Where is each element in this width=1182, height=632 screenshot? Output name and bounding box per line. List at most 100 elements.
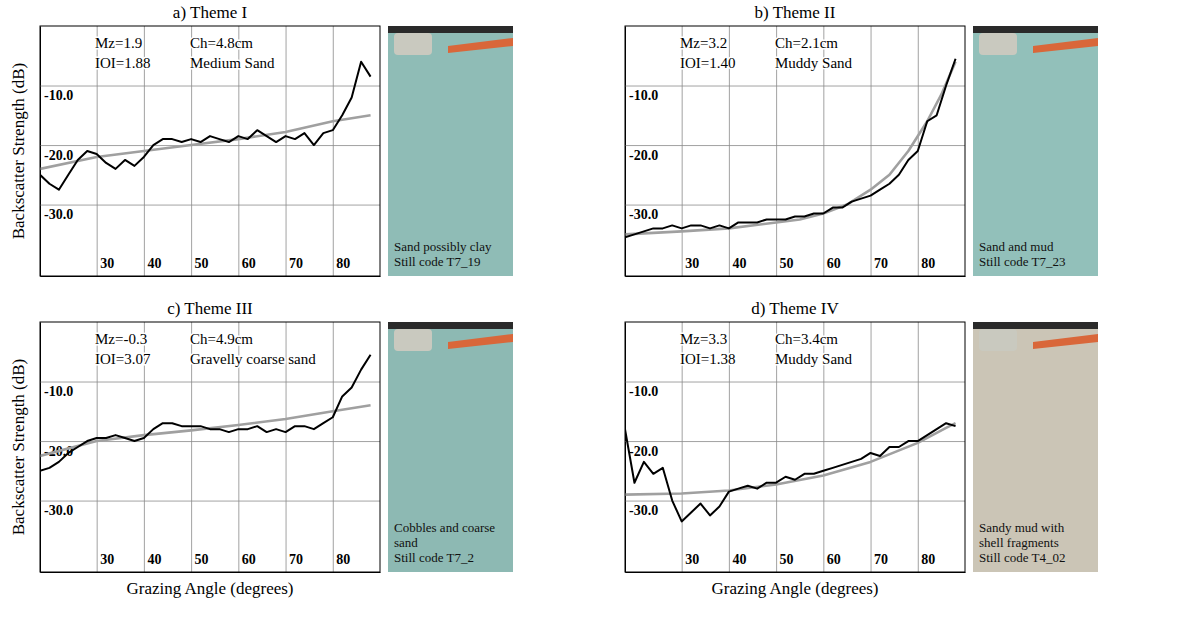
photo-caption: Still code T7_19 (394, 254, 480, 269)
annotation: Muddy Sand (775, 55, 853, 71)
x-tick-label: 40 (147, 256, 161, 271)
annotation: Ch=4.9cm (190, 331, 253, 347)
y-axis-title: Backscatter Strength (dB) (9, 63, 28, 240)
fit-line (625, 62, 956, 235)
annotation: Medium Sand (190, 55, 275, 71)
x-tick-label: 60 (827, 256, 841, 271)
plot-background (625, 322, 965, 572)
x-tick-label: 30 (100, 256, 114, 271)
y-tick: -20.0 (40, 146, 380, 163)
plot-background (40, 322, 380, 572)
plot-background (625, 26, 965, 276)
photo-weight (394, 329, 432, 351)
annotation: Ch=3.4cm (775, 331, 838, 347)
annotation: Muddy Sand (775, 351, 853, 367)
x-axis: 304050607080 (41, 322, 381, 573)
y-tick: -20.0 (40, 442, 380, 459)
y-tick: -30.0 (40, 501, 380, 518)
panel: 304050607080-10.0-20.0-30.0Mz=1.9Ch=4.8c… (9, 3, 513, 277)
plot-frame (625, 322, 965, 572)
photo-caption: shell fragments (979, 535, 1059, 550)
annotation: Ch=4.8cm (190, 35, 253, 51)
y-tick-label: -10.0 (629, 88, 658, 103)
x-tick-label: 40 (732, 552, 746, 567)
y-tick: -10.0 (40, 86, 380, 103)
plot-frame (40, 322, 380, 572)
photo-orange-band (1033, 38, 1098, 53)
x-tick-label: 40 (147, 552, 161, 567)
panel: 304050607080-10.0-20.0-30.0Mz=-0.3Ch=4.9… (9, 299, 513, 598)
plot-frame (625, 26, 965, 276)
panel-title: a) Theme I (173, 3, 248, 22)
photo-orange-band (448, 334, 513, 349)
x-tick: 80 (333, 26, 350, 276)
x-tick-label: 30 (685, 256, 699, 271)
fit-line (40, 405, 371, 456)
photo-caption: Sand possibly clay (394, 239, 492, 254)
y-grid-line (625, 382, 965, 383)
x-tick-label: 70 (289, 256, 303, 271)
y-axis: -10.0 -20.0 -30.0 (625, 27, 965, 277)
photo-weight (979, 33, 1017, 55)
y-tick-label: -30.0 (629, 503, 658, 518)
x-tick-label: 60 (242, 552, 256, 567)
photo-caption: Sand and mud (979, 239, 1054, 254)
x-grid-line (286, 26, 287, 276)
lines (40, 355, 371, 471)
photo-top-strip (973, 322, 1098, 329)
x-tick-label: 80 (336, 256, 350, 271)
measured-line (625, 59, 956, 238)
y-axis: -10.0-20.0-30.0 (625, 323, 965, 573)
y-grid-line (40, 205, 380, 206)
y-grid-line (40, 501, 380, 502)
photo-weight (979, 329, 1017, 351)
y-axis-title: Backscatter Strength (dB) (9, 359, 28, 536)
fit-line (40, 115, 371, 169)
y-grid-line (40, 86, 380, 87)
x-tick-label: 80 (921, 552, 935, 567)
photo-caption: Sandy mud with (979, 520, 1065, 535)
y-tick-label: -10.0 (629, 384, 658, 399)
x-tick-label: 70 (874, 256, 888, 271)
figure: 304050607080-10.0-20.0-30.0Mz=1.9Ch=4.8c… (0, 0, 1182, 632)
lines (625, 423, 956, 521)
x-grid-line (918, 322, 919, 572)
x-tick-label: 30 (100, 552, 114, 567)
photo-weight (394, 33, 432, 55)
photo-orange-band (1033, 334, 1098, 349)
plot-frame (40, 26, 380, 276)
photo-caption: Cobbles and coarse (394, 520, 495, 535)
photo-top-strip (973, 26, 1098, 33)
x-tick: 80 (918, 322, 935, 572)
y-tick-label: -30.0 (629, 207, 658, 222)
x-tick: 70 (871, 322, 888, 572)
x-tick-label: 40 (732, 256, 746, 271)
y-grid-line (40, 382, 380, 383)
x-grid-line (333, 26, 334, 276)
y-axis: -10.0-20.0-30.0 (40, 27, 380, 277)
x-axis: 304050607080 (626, 26, 966, 277)
y-grid-line (625, 145, 965, 146)
annotation: Mz=3.2 (680, 35, 727, 51)
x-grid-line (871, 322, 872, 572)
fit-line (625, 423, 956, 494)
x-axis-title: Grazing Angle (degrees) (711, 579, 878, 598)
panel: 304050607080-10.0-20.0-30.0Mz=3.2Ch=2.1c… (625, 3, 1098, 277)
y-tick-label: -10.0 (44, 88, 73, 103)
annotation: Mz=3.3 (680, 331, 727, 347)
y-tick-label: -10.0 (44, 384, 73, 399)
photo-caption: Still code T4_02 (979, 550, 1065, 565)
annotation: Ch=2.1cm (775, 35, 838, 51)
y-tick-label: -20.0 (629, 148, 658, 163)
y-tick-label: -30.0 (44, 503, 73, 518)
lines (625, 59, 956, 238)
x-tick: 80 (918, 26, 935, 276)
x-tick-label: 50 (780, 552, 794, 567)
measured-line (40, 355, 371, 471)
photo-caption: Still code T7_23 (979, 254, 1065, 269)
y-tick-label: -20.0 (44, 148, 73, 163)
x-tick-label: 80 (336, 552, 350, 567)
x-tick: 70 (871, 26, 888, 276)
photo-top-strip (388, 322, 513, 329)
photo-background (388, 322, 513, 572)
